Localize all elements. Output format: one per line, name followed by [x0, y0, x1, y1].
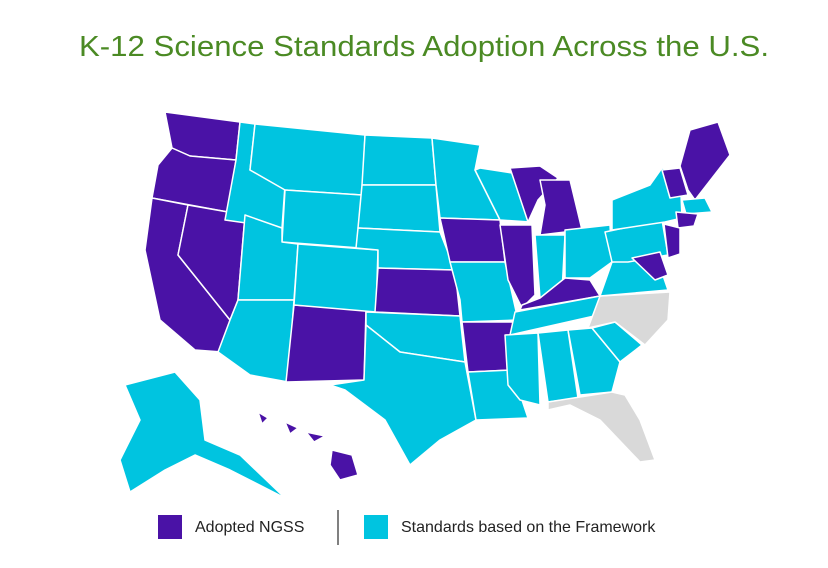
state [499, 224, 536, 309]
state [305, 431, 326, 443]
legend-label: Adopted NGSS [195, 519, 304, 536]
state [329, 324, 477, 466]
state [361, 134, 437, 186]
state [285, 304, 367, 383]
legend-swatch [364, 515, 388, 539]
state [631, 251, 669, 281]
state [539, 179, 583, 236]
state [679, 121, 731, 201]
legend-swatch [158, 515, 182, 539]
state [293, 243, 379, 313]
state [661, 167, 689, 199]
state [547, 391, 656, 463]
state [663, 223, 681, 259]
state [357, 184, 441, 233]
state [449, 261, 519, 323]
state [119, 371, 286, 499]
state [257, 411, 269, 425]
state [675, 211, 699, 229]
state [681, 197, 713, 215]
title: K-12 Science Standards Adoption Across t… [79, 31, 769, 63]
states [119, 111, 731, 499]
legend-label: Standards based on the Framework [401, 519, 656, 536]
state [564, 224, 613, 279]
state [374, 267, 461, 317]
state [439, 217, 506, 263]
state [329, 449, 359, 481]
state [587, 291, 671, 346]
state [504, 332, 541, 406]
state [519, 277, 601, 311]
state [284, 421, 299, 435]
state [281, 189, 363, 249]
